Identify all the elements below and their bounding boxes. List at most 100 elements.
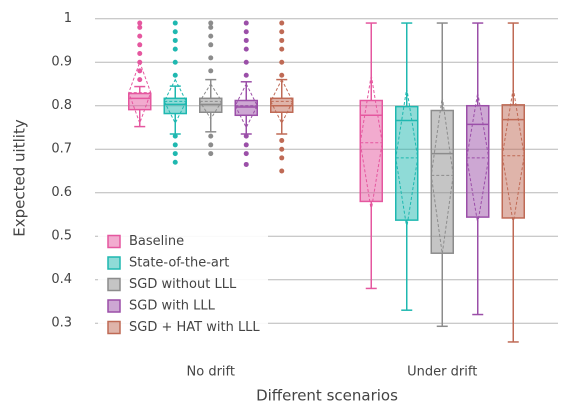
y-tick-label: 1	[64, 11, 72, 26]
outlier	[208, 68, 214, 74]
sd-diamond	[430, 96, 454, 254]
outlier	[208, 20, 214, 26]
outlier	[172, 59, 178, 65]
outlier	[172, 159, 178, 165]
outlier	[243, 37, 249, 43]
outlier	[172, 151, 178, 157]
outlier	[243, 133, 249, 139]
box	[199, 97, 223, 113]
outlier	[279, 46, 285, 52]
box	[128, 92, 152, 111]
outlier	[208, 55, 214, 61]
legend-label: Baseline	[129, 234, 184, 249]
sd-diamond	[395, 88, 419, 228]
outlier	[279, 37, 285, 43]
y-tick-label: 0.6	[51, 185, 72, 200]
legend-label: SGD + HAT with LLL	[129, 320, 260, 335]
sd-diamond	[270, 78, 294, 125]
outlier	[208, 42, 214, 48]
box	[466, 104, 490, 218]
outlier	[208, 142, 214, 148]
outlier	[137, 33, 143, 39]
outlier	[137, 20, 143, 26]
outlier	[243, 20, 249, 26]
outlier	[279, 138, 285, 144]
box-group	[163, 20, 187, 165]
outlier	[208, 33, 214, 39]
outlier	[279, 146, 285, 152]
legend-label: SGD without LLL	[129, 277, 237, 292]
outlier	[172, 46, 178, 52]
sd-diamond	[128, 60, 152, 125]
y-tick-label: 0.8	[51, 98, 72, 113]
box-group	[270, 20, 294, 174]
legend: Baseline State-of-the-art SGD without LLL S…	[98, 227, 268, 343]
outlier	[208, 133, 214, 139]
x-axis-label: Different scenarios	[256, 387, 398, 405]
outlier	[137, 59, 143, 65]
outlier	[137, 77, 143, 83]
outlier	[243, 151, 249, 157]
legend-swatch	[107, 320, 121, 335]
outlier	[172, 37, 178, 43]
outlier	[208, 24, 214, 30]
y-tick-label: 0.5	[51, 229, 72, 244]
box-group	[430, 22, 454, 328]
legend-swatch	[107, 277, 121, 292]
legend-swatch	[107, 256, 121, 270]
outlier	[243, 72, 249, 78]
box-group	[359, 22, 383, 290]
legend-swatch	[107, 299, 121, 313]
outlier	[172, 142, 178, 148]
outlier	[279, 155, 285, 161]
outlier	[279, 168, 285, 174]
sd-diamond	[501, 88, 525, 224]
outlier	[279, 29, 285, 35]
plot-area	[128, 20, 525, 343]
x-tick-label: Under drift	[407, 365, 477, 380]
outlier	[243, 161, 249, 167]
box	[395, 105, 419, 221]
outlier	[243, 59, 249, 65]
outlier	[172, 72, 178, 78]
box-group	[234, 20, 258, 167]
legend-box	[98, 227, 268, 343]
y-tick-label: 0.4	[51, 272, 72, 287]
box	[234, 99, 258, 117]
legend-label: SGD with LLL	[129, 299, 216, 314]
outlier	[137, 51, 143, 57]
outlier	[243, 29, 249, 35]
sd-diamond	[163, 78, 187, 125]
box	[163, 97, 187, 115]
outlier	[137, 24, 143, 30]
box-group	[466, 22, 490, 316]
outlier	[172, 20, 178, 26]
outlier	[137, 68, 143, 74]
sd-diamond	[234, 82, 258, 129]
sd-diamond	[466, 92, 490, 224]
sd-diamond	[199, 83, 223, 120]
box-group	[128, 20, 152, 128]
box	[430, 109, 454, 254]
outlier	[172, 29, 178, 35]
y-axis-label: Expected uitlity	[11, 119, 29, 237]
y-tick-label: 0.3	[51, 316, 72, 331]
y-tick-label: 0.9	[51, 55, 72, 70]
y-tick-label: 0.7	[51, 142, 72, 157]
outlier	[208, 151, 214, 157]
box-group	[501, 22, 525, 343]
box	[501, 104, 525, 219]
outlier	[243, 142, 249, 148]
outlier	[279, 59, 285, 65]
grid: 0.3 0.4 0.5 0.6 0.7 0.8 0.9 1 No drift Under drif…	[51, 11, 558, 380]
outlier	[137, 42, 143, 48]
box-group	[395, 22, 419, 311]
outlier	[172, 133, 178, 139]
outlier	[243, 46, 249, 52]
legend-swatch	[107, 234, 121, 249]
box-group	[199, 20, 223, 157]
sd-diamond	[359, 75, 383, 211]
legend-label: State-of-the-art	[129, 256, 229, 271]
x-tick-label: No drift	[187, 365, 235, 380]
